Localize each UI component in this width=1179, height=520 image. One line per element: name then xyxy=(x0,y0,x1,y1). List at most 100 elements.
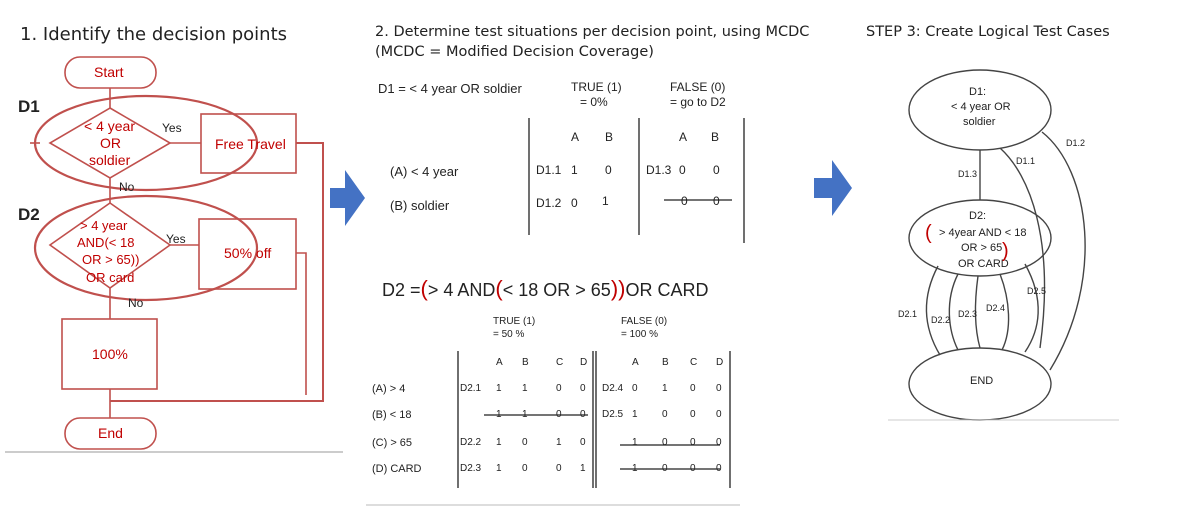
d1-node-line2: < 4 year OR xyxy=(951,101,1011,113)
edge-d2-4: D2.4 xyxy=(986,303,1006,313)
d2-row-false-cell: 0 xyxy=(716,409,722,420)
d2-row-false-cell: 1 xyxy=(632,463,638,474)
d1-true-header: TRUE (1) xyxy=(571,80,622,94)
d2-true-header: TRUE (1) xyxy=(493,316,536,327)
d1-col-a-false: A xyxy=(679,130,688,144)
d2-cond-4: OR card xyxy=(86,270,135,285)
arrow-right-1 xyxy=(330,170,365,226)
d2-row-false-cell: 0 xyxy=(716,463,722,474)
d1-no-label: No xyxy=(119,180,135,194)
d2-no-label: No xyxy=(128,296,144,310)
d2-row-true-cell: 1 xyxy=(496,463,502,474)
d2-false-col-d: D xyxy=(716,357,724,368)
d1-row-b-label: (B) soldier xyxy=(390,198,450,213)
step3-heading: STEP 3: Create Logical Test Cases xyxy=(866,24,1110,40)
d1-row-b-ta: 0 xyxy=(571,196,578,210)
d2-row-fid: D2.5 xyxy=(602,409,624,420)
d2-row-tid: D2.3 xyxy=(460,463,482,474)
d2-true-col-c: C xyxy=(556,357,564,368)
d1-yes-label: Yes xyxy=(162,121,182,135)
d1-row-a-ta: 1 xyxy=(571,163,578,177)
d2-row-fid: D2.4 xyxy=(602,383,624,394)
d2-row-tid: D2.1 xyxy=(460,383,482,394)
hundred-label: 100% xyxy=(92,346,128,362)
d1-row-a-fa: 0 xyxy=(679,163,686,177)
d2-node-line2: > 4year AND < 18 xyxy=(939,227,1027,239)
d2-marker: D2 xyxy=(18,205,40,224)
d2-row-label: (D) CARD xyxy=(372,463,422,475)
step1-heading: 1. Identify the decision points xyxy=(20,24,288,45)
d2-node-line3: OR > 65 xyxy=(961,242,1003,254)
d2-formula-pre: D2 = xyxy=(382,280,421,300)
d2-true-col-b: B xyxy=(522,357,529,368)
d1-row-a-fid: D1.3 xyxy=(646,163,672,177)
d1-node-title: D1: xyxy=(969,86,987,98)
d1-node-line3: soldier xyxy=(963,116,996,128)
d1-row-b-tid: D1.2 xyxy=(536,196,562,210)
edge-d1-1: D1.1 xyxy=(1016,156,1036,166)
edge-d1-2: D1.2 xyxy=(1066,138,1086,148)
d2-row-false-cell: 0 xyxy=(662,437,668,448)
d1-false-header: FALSE (0) xyxy=(670,80,726,94)
d2-false-col-a: A xyxy=(632,357,639,368)
d2-row-false-cell: 0 xyxy=(716,383,722,394)
d2-row-false-cell: 0 xyxy=(690,383,696,394)
fifty-off-label: 50% off xyxy=(224,245,272,261)
d2-row-true-cell: 0 xyxy=(556,383,562,394)
d2-row-tid: D2.2 xyxy=(460,437,482,448)
d1-row-a-tb: 0 xyxy=(605,163,612,177)
edge-d2-5: D2.5 xyxy=(1027,286,1047,296)
d2-formula: D2 =(> 4 AND(< 18 OR > 65))OR CARD xyxy=(382,276,709,301)
d1-row-a-label: (A) < 4 year xyxy=(390,164,459,179)
d1-true-sub: = 0% xyxy=(580,95,608,109)
fifty-off-box xyxy=(198,218,297,290)
d1-row-b-tb: 1 xyxy=(602,194,609,208)
d2-row-false-cell: 0 xyxy=(662,409,668,420)
d2-false-header: FALSE (0) xyxy=(621,316,668,327)
d2-row-false-cell: 0 xyxy=(632,383,638,394)
edge-d2-3: D2.3 xyxy=(958,309,978,319)
d1-formula: D1 = < 4 year OR soldier xyxy=(378,81,522,96)
d1-col-b-false: B xyxy=(711,130,720,144)
d2-row-false-cell: 0 xyxy=(716,437,722,448)
d2-row-true-cell: 1 xyxy=(580,463,586,474)
d2-yes-label: Yes xyxy=(166,232,186,246)
d2-row-label: (C) > 65 xyxy=(372,437,413,449)
d2-row-true-cell: 0 xyxy=(580,437,586,448)
d2-row-true-cell: 1 xyxy=(522,409,528,420)
d2-formula-mid2: < 18 OR > 65 xyxy=(502,280,611,300)
d1-marker: D1 xyxy=(18,97,40,116)
edge-d2-2: D2.2 xyxy=(931,315,951,325)
d2-row-true-cell: 1 xyxy=(522,383,528,394)
d1-false-sub: = go to D2 xyxy=(670,95,726,109)
d2-node-paren-open: ( xyxy=(925,222,932,244)
free-travel-label: Free Travel xyxy=(215,136,286,152)
d2-false-col-b: B xyxy=(662,357,669,368)
d1-row-b-fa: 0 xyxy=(681,194,688,208)
end-label: End xyxy=(98,425,123,441)
d2-row-true-cell: 0 xyxy=(522,437,528,448)
d2-row-false-cell: 0 xyxy=(662,463,668,474)
d1-col-b-true: B xyxy=(605,130,614,144)
d2-row-false-cell: 0 xyxy=(690,463,696,474)
d2-formula-mid1: > 4 AND xyxy=(427,280,496,300)
edge-d1-3: D1.3 xyxy=(958,169,978,179)
d2-true-sub: = 50 % xyxy=(493,329,525,340)
d2-row-true-cell: 0 xyxy=(556,409,562,420)
edge-d2-1: D2.1 xyxy=(898,309,918,319)
d1-row-b-fb: 0 xyxy=(713,194,720,208)
d2-formula-post: OR CARD xyxy=(625,280,709,300)
d2-row-true-cell: 0 xyxy=(522,463,528,474)
d2-row-false-cell: 0 xyxy=(690,437,696,448)
d2-node-line4: OR CARD xyxy=(958,258,1009,270)
d2-row-true-cell: 0 xyxy=(580,409,586,420)
d2-node-paren-close: ) xyxy=(1002,240,1009,262)
start-label: Start xyxy=(94,64,124,80)
d2-false-sub: = 100 % xyxy=(621,329,658,340)
d2-row-true-cell: 1 xyxy=(556,437,562,448)
d2-row-false-cell: 1 xyxy=(632,437,638,448)
d2-row-label: (B) < 18 xyxy=(372,409,412,421)
d1-row-a-fb: 0 xyxy=(713,163,720,177)
step2-heading: 2. Determine test situations per decisio… xyxy=(375,24,810,40)
